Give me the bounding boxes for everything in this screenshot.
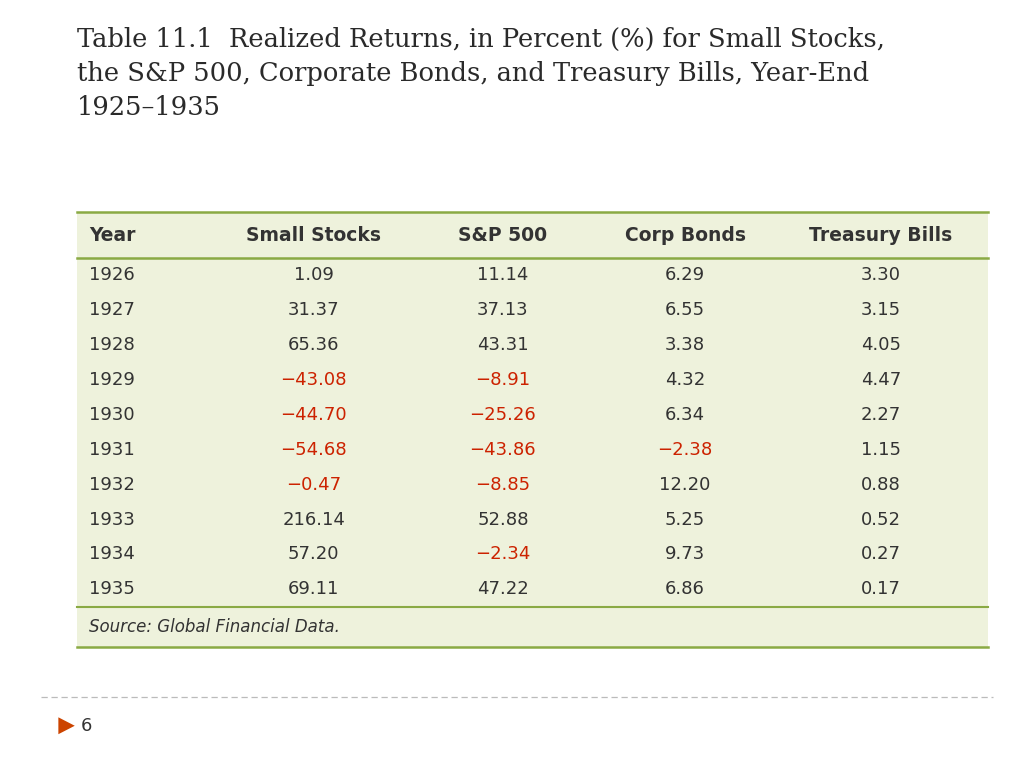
- Text: 1931: 1931: [89, 441, 135, 458]
- Text: −2.34: −2.34: [475, 545, 530, 564]
- Text: −44.70: −44.70: [281, 406, 347, 424]
- Text: −8.91: −8.91: [475, 371, 530, 389]
- Text: 11.14: 11.14: [477, 266, 528, 284]
- Text: 6.34: 6.34: [665, 406, 706, 424]
- Text: 2.27: 2.27: [861, 406, 901, 424]
- Text: 3.38: 3.38: [665, 336, 706, 354]
- Text: 57.20: 57.20: [288, 545, 340, 564]
- Text: 9.73: 9.73: [665, 545, 706, 564]
- Text: 1.09: 1.09: [294, 266, 334, 284]
- Text: 0.52: 0.52: [861, 511, 901, 528]
- Text: 0.17: 0.17: [861, 581, 901, 598]
- Text: 1933: 1933: [89, 511, 135, 528]
- Text: 1.15: 1.15: [861, 441, 901, 458]
- Text: −54.68: −54.68: [281, 441, 347, 458]
- Text: 0.88: 0.88: [861, 475, 901, 494]
- Text: 6.29: 6.29: [665, 266, 706, 284]
- Text: 37.13: 37.13: [477, 301, 528, 319]
- Text: 1934: 1934: [89, 545, 135, 564]
- Text: Treasury Bills: Treasury Bills: [809, 226, 952, 244]
- Text: Small Stocks: Small Stocks: [246, 226, 381, 244]
- Text: 1926: 1926: [89, 266, 135, 284]
- Text: −43.86: −43.86: [470, 441, 537, 458]
- Text: 65.36: 65.36: [288, 336, 340, 354]
- Text: 4.05: 4.05: [861, 336, 901, 354]
- Text: 4.47: 4.47: [861, 371, 901, 389]
- Text: −25.26: −25.26: [469, 406, 537, 424]
- Text: 31.37: 31.37: [288, 301, 340, 319]
- Text: 1928: 1928: [89, 336, 135, 354]
- Text: −8.85: −8.85: [475, 475, 530, 494]
- Text: 4.32: 4.32: [665, 371, 706, 389]
- Text: 3.30: 3.30: [861, 266, 901, 284]
- Text: 1935: 1935: [89, 581, 135, 598]
- Text: Corp Bonds: Corp Bonds: [625, 226, 745, 244]
- Text: −43.08: −43.08: [281, 371, 347, 389]
- Text: 12.20: 12.20: [659, 475, 711, 494]
- Text: 1932: 1932: [89, 475, 135, 494]
- Text: 1927: 1927: [89, 301, 135, 319]
- Text: 6.55: 6.55: [665, 301, 706, 319]
- Text: 6: 6: [81, 717, 92, 735]
- Text: S&P 500: S&P 500: [459, 226, 548, 244]
- Text: 5.25: 5.25: [665, 511, 706, 528]
- Text: 43.31: 43.31: [477, 336, 528, 354]
- Text: Source: Global Financial Data.: Source: Global Financial Data.: [89, 617, 340, 636]
- Text: −0.47: −0.47: [286, 475, 341, 494]
- Text: Table 11.1  Realized Returns, in Percent (%) for Small Stocks,
the S&P 500, Corp: Table 11.1 Realized Returns, in Percent …: [77, 27, 885, 120]
- Text: 52.88: 52.88: [477, 511, 528, 528]
- Text: 1929: 1929: [89, 371, 135, 389]
- Text: 69.11: 69.11: [288, 581, 339, 598]
- Text: 6.86: 6.86: [666, 581, 706, 598]
- Text: −2.38: −2.38: [657, 441, 713, 458]
- Text: 3.15: 3.15: [861, 301, 901, 319]
- Text: 47.22: 47.22: [477, 581, 528, 598]
- Text: Year: Year: [89, 226, 135, 244]
- Text: 0.27: 0.27: [861, 545, 901, 564]
- Text: 1930: 1930: [89, 406, 135, 424]
- Text: 216.14: 216.14: [283, 511, 345, 528]
